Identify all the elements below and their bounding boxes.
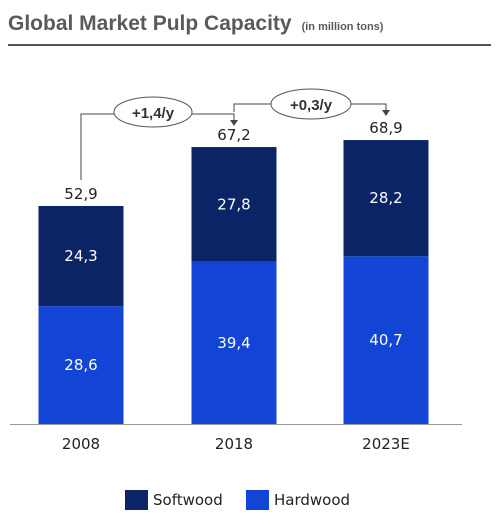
cagr-bubble-2008-2018 xyxy=(113,96,193,128)
data-label-hardwood-2023E: 40,7 xyxy=(369,331,402,349)
data-label-softwood-2018: 27,8 xyxy=(217,195,250,213)
data-label-hardwood-2018: 39,4 xyxy=(217,334,250,352)
cagr-arrowhead-2008-2018 xyxy=(230,120,238,126)
bar-softwood-2018 xyxy=(191,147,277,262)
x-tick-label-2023E: 2023E xyxy=(362,435,410,453)
x-tick-label-2008: 2008 xyxy=(62,435,100,453)
chart-title: Global Market Pulp Capacity (in million t… xyxy=(8,12,383,36)
cagr-label-2018-2023E: +0,3/y xyxy=(290,97,333,114)
total-label-2018: 67,2 xyxy=(217,126,250,144)
bar-softwood-2008 xyxy=(38,206,124,307)
bar-softwood-2023E xyxy=(343,140,429,257)
stacked-bar-chart: 28,6 24,3 52,9 2008 39,4 27,8 67,2 2018 40,7 28,2… xyxy=(10,88,462,453)
bar-hardwood-2008 xyxy=(38,306,124,424)
bar-hardwood-2023E xyxy=(343,256,429,424)
x-tick-label-2018: 2018 xyxy=(215,435,253,453)
data-label-softwood-2008: 24,3 xyxy=(64,247,97,265)
legend-label-hardwood: Hardwood xyxy=(274,491,351,509)
chart-subtitle: (in million tons) xyxy=(301,21,384,33)
cagr-label-2008-2018: +1,4/y xyxy=(132,105,175,122)
bar-hardwood-2018 xyxy=(191,261,277,424)
legend-item-hardwood: Hardwood xyxy=(246,488,350,512)
total-label-2008: 52,9 xyxy=(64,185,97,203)
legend-swatch-hardwood xyxy=(246,490,269,510)
data-label-softwood-2023E: 28,2 xyxy=(369,189,402,207)
cagr-bubble-2018-2023E xyxy=(270,88,352,120)
legend-swatch-softwood xyxy=(125,490,148,510)
chart-title-text: Global Market Pulp Capacity xyxy=(8,12,292,35)
data-label-hardwood-2008: 28,6 xyxy=(64,356,97,374)
legend-item-softwood: Softwood xyxy=(125,488,223,512)
chart-header: Global Market Pulp Capacity (in million t… xyxy=(8,6,491,46)
total-label-2023E: 68,9 xyxy=(369,119,402,137)
legend-label-softwood: Softwood xyxy=(153,491,223,509)
chart-legend: Softwood Hardwood xyxy=(0,488,497,512)
cagr-arrowhead-2018-2023E xyxy=(382,110,390,116)
